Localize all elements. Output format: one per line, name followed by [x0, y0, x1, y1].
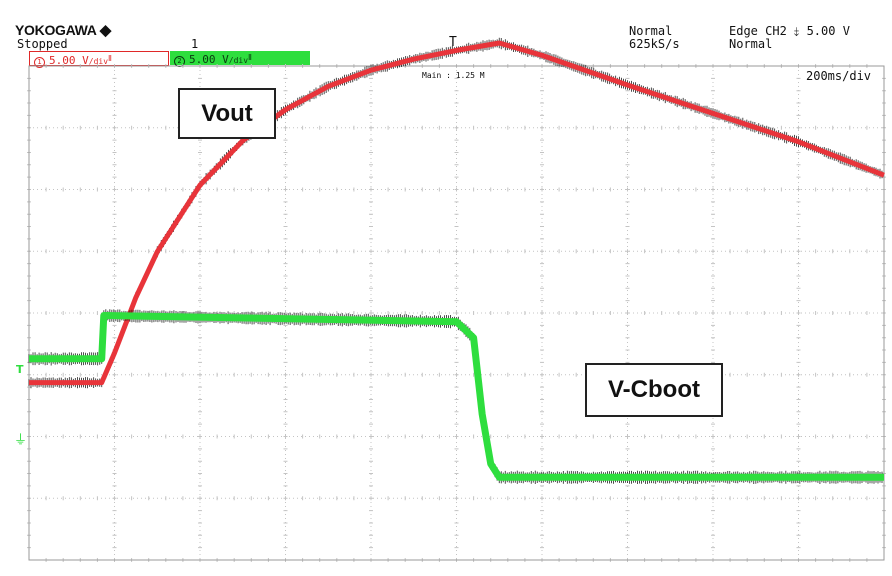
trigger-settings: Edge CH2 ⤈ 5.00 V [729, 25, 850, 37]
ch2-unit: /div [228, 56, 249, 65]
trigger-source: Edge CH2 [729, 24, 787, 38]
brand-diamond-icon: ◆ [99, 22, 112, 39]
timebase-label: 200ms/div [806, 69, 871, 83]
ch1-number-icon: 1 [34, 57, 45, 68]
trigger-level-marker-icon: T [16, 363, 24, 376]
trigger-mode-secondary: Normal [729, 37, 773, 51]
sample-rate: 625kS/s [629, 37, 680, 51]
grid-major-lines [28, 65, 885, 561]
ch2-scale: 5.00 V [189, 53, 229, 66]
ch1-unit: /div [88, 57, 109, 66]
main-record-label: Main : 1.25 M [422, 71, 485, 80]
header-brand: YOKOGAWA ◆ [15, 22, 112, 39]
brand-name: YOKOGAWA [15, 22, 97, 38]
ground-marker-icon: ⏚ [14, 433, 28, 448]
trigger-mode: Normal [629, 24, 673, 38]
ch2-coupling-icon: Ⅱ [248, 53, 252, 62]
trigger-position-icon: T̲ [449, 35, 465, 50]
record-number: 1 [191, 37, 199, 51]
ch1-scale: 5.00 V [49, 54, 89, 67]
waveform-traces [28, 37, 885, 484]
screen-border [28, 65, 885, 561]
ch1-coupling-icon: Ⅱ [108, 54, 112, 63]
vout-annotation: Vout [178, 88, 276, 139]
trigger-slope-icon: ⤈ [794, 24, 800, 38]
vout-trace [29, 40, 885, 386]
vcboot-annotation: V-Cboot [585, 363, 723, 417]
run-state: Stopped [17, 37, 68, 51]
v-cboot-noise-envelope [28, 309, 883, 484]
trigger-level: 5.00 V [806, 24, 850, 38]
ch2-scale-box[interactable]: 2 5.00 V/divⅡ [170, 51, 310, 67]
v-cboot-trace [29, 312, 884, 481]
